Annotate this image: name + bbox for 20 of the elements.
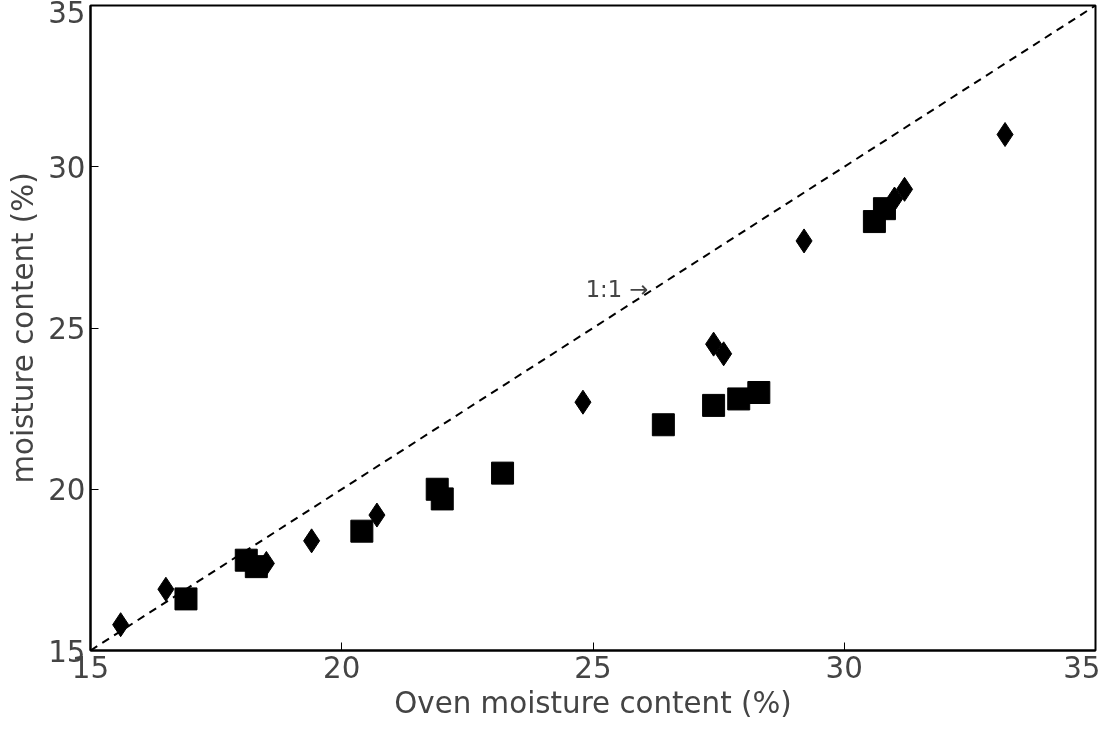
y-tick-label: 25	[48, 312, 86, 346]
point	[702, 393, 726, 417]
y-tick-label: 20	[48, 473, 86, 508]
point	[350, 519, 374, 543]
y-axis-title: moisture content (%)	[6, 172, 41, 484]
y-tick-label: 30	[48, 150, 86, 185]
point	[174, 587, 198, 611]
point	[747, 381, 771, 404]
x-tick-label: 35	[1063, 650, 1101, 685]
point	[651, 413, 675, 437]
x-axis-title: Oven moisture content (%)	[394, 685, 792, 720]
point	[491, 461, 515, 485]
point	[430, 487, 454, 511]
x-tick-label: 20	[323, 650, 361, 685]
x-tick-label: 25	[574, 650, 612, 685]
x-tick-label: 30	[825, 650, 863, 685]
point	[727, 387, 751, 411]
point	[996, 122, 1014, 147]
annotation: 1:1 →	[585, 276, 649, 303]
y-tick-label: 35	[48, 0, 86, 30]
